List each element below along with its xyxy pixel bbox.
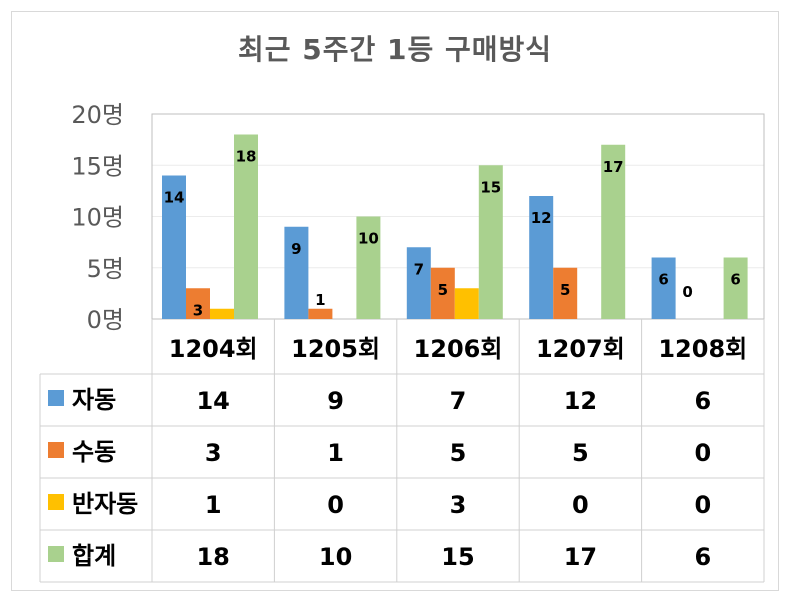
bar-value-label: 7 xyxy=(414,260,424,278)
legend-swatch xyxy=(48,494,64,510)
y-tick-label: 20명 xyxy=(71,101,124,129)
x-category-label: 1208회 xyxy=(658,335,747,363)
table-cell-value: 3 xyxy=(450,491,467,519)
bar xyxy=(723,257,748,319)
table-cell-value: 10 xyxy=(319,543,352,571)
bar-value-label: 5 xyxy=(560,281,570,299)
table-cell-value: 6 xyxy=(694,543,711,571)
table-cell-value: 12 xyxy=(564,387,597,415)
x-category-label: 1204회 xyxy=(169,335,258,363)
bar-value-label: 6 xyxy=(658,271,668,289)
table-cell-value: 0 xyxy=(572,491,589,519)
table-cell-value: 18 xyxy=(196,543,229,571)
y-tick-label: 5명 xyxy=(87,255,124,283)
bar-value-label: 18 xyxy=(236,148,257,166)
table-cell-value: 0 xyxy=(694,491,711,519)
x-category-label: 1207회 xyxy=(536,335,625,363)
table-cell-value: 7 xyxy=(450,387,467,415)
table-cell-value: 14 xyxy=(196,387,229,415)
series-name: 합계 xyxy=(72,542,116,570)
table-cell-value: 0 xyxy=(694,439,711,467)
bar xyxy=(186,288,210,319)
bar xyxy=(406,247,431,319)
bar xyxy=(553,267,578,319)
x-category-label: 1206회 xyxy=(414,335,503,363)
legend-swatch xyxy=(48,390,64,406)
table-cell-value: 5 xyxy=(572,439,589,467)
table-cell-value: 1 xyxy=(327,439,344,467)
table-cell-value: 17 xyxy=(564,543,597,571)
bar-value-label: 1 xyxy=(315,291,325,309)
bar-value-label: 10 xyxy=(358,230,379,248)
bar xyxy=(162,175,186,319)
table-cell-value: 5 xyxy=(450,439,467,467)
legend-swatch xyxy=(48,546,64,562)
bar-value-label: 6 xyxy=(730,271,740,289)
bar xyxy=(234,134,258,319)
bar xyxy=(356,216,381,319)
table-cell-value: 6 xyxy=(694,387,711,415)
series-name: 자동 xyxy=(72,386,116,414)
x-category-label: 1205회 xyxy=(291,335,380,363)
bar-value-label: 5 xyxy=(438,281,448,299)
bar xyxy=(529,196,554,319)
table-cell-value: 9 xyxy=(327,387,344,415)
y-tick-label: 0명 xyxy=(87,306,124,334)
bar-value-label: 14 xyxy=(164,189,185,207)
y-tick-label: 10명 xyxy=(71,204,124,232)
bar-value-label: 9 xyxy=(291,240,301,258)
legend-swatch xyxy=(48,442,64,458)
table-cell-value: 1 xyxy=(205,491,222,519)
bar xyxy=(651,257,676,319)
bar-value-label: 12 xyxy=(531,209,552,227)
bar xyxy=(308,308,333,319)
chart-frame xyxy=(11,11,779,591)
bar-value-label: 17 xyxy=(603,158,624,176)
bar xyxy=(430,267,455,319)
bar xyxy=(284,226,309,319)
bar-value-label: 15 xyxy=(480,178,501,196)
chart-title: 최근 5주간 1등 구매방식 xyxy=(237,33,553,66)
bar xyxy=(478,165,503,319)
bar-value-label: 3 xyxy=(193,301,203,319)
bar xyxy=(454,288,479,319)
series-name: 반자동 xyxy=(72,490,138,518)
bar xyxy=(210,308,234,319)
bar xyxy=(601,144,626,319)
bar-value-label: 0 xyxy=(682,283,692,301)
y-tick-label: 15명 xyxy=(71,152,124,180)
table-cell-value: 0 xyxy=(327,491,344,519)
series-name: 수동 xyxy=(72,438,116,466)
table-cell-value: 15 xyxy=(441,543,474,571)
table-cell-value: 3 xyxy=(205,439,222,467)
